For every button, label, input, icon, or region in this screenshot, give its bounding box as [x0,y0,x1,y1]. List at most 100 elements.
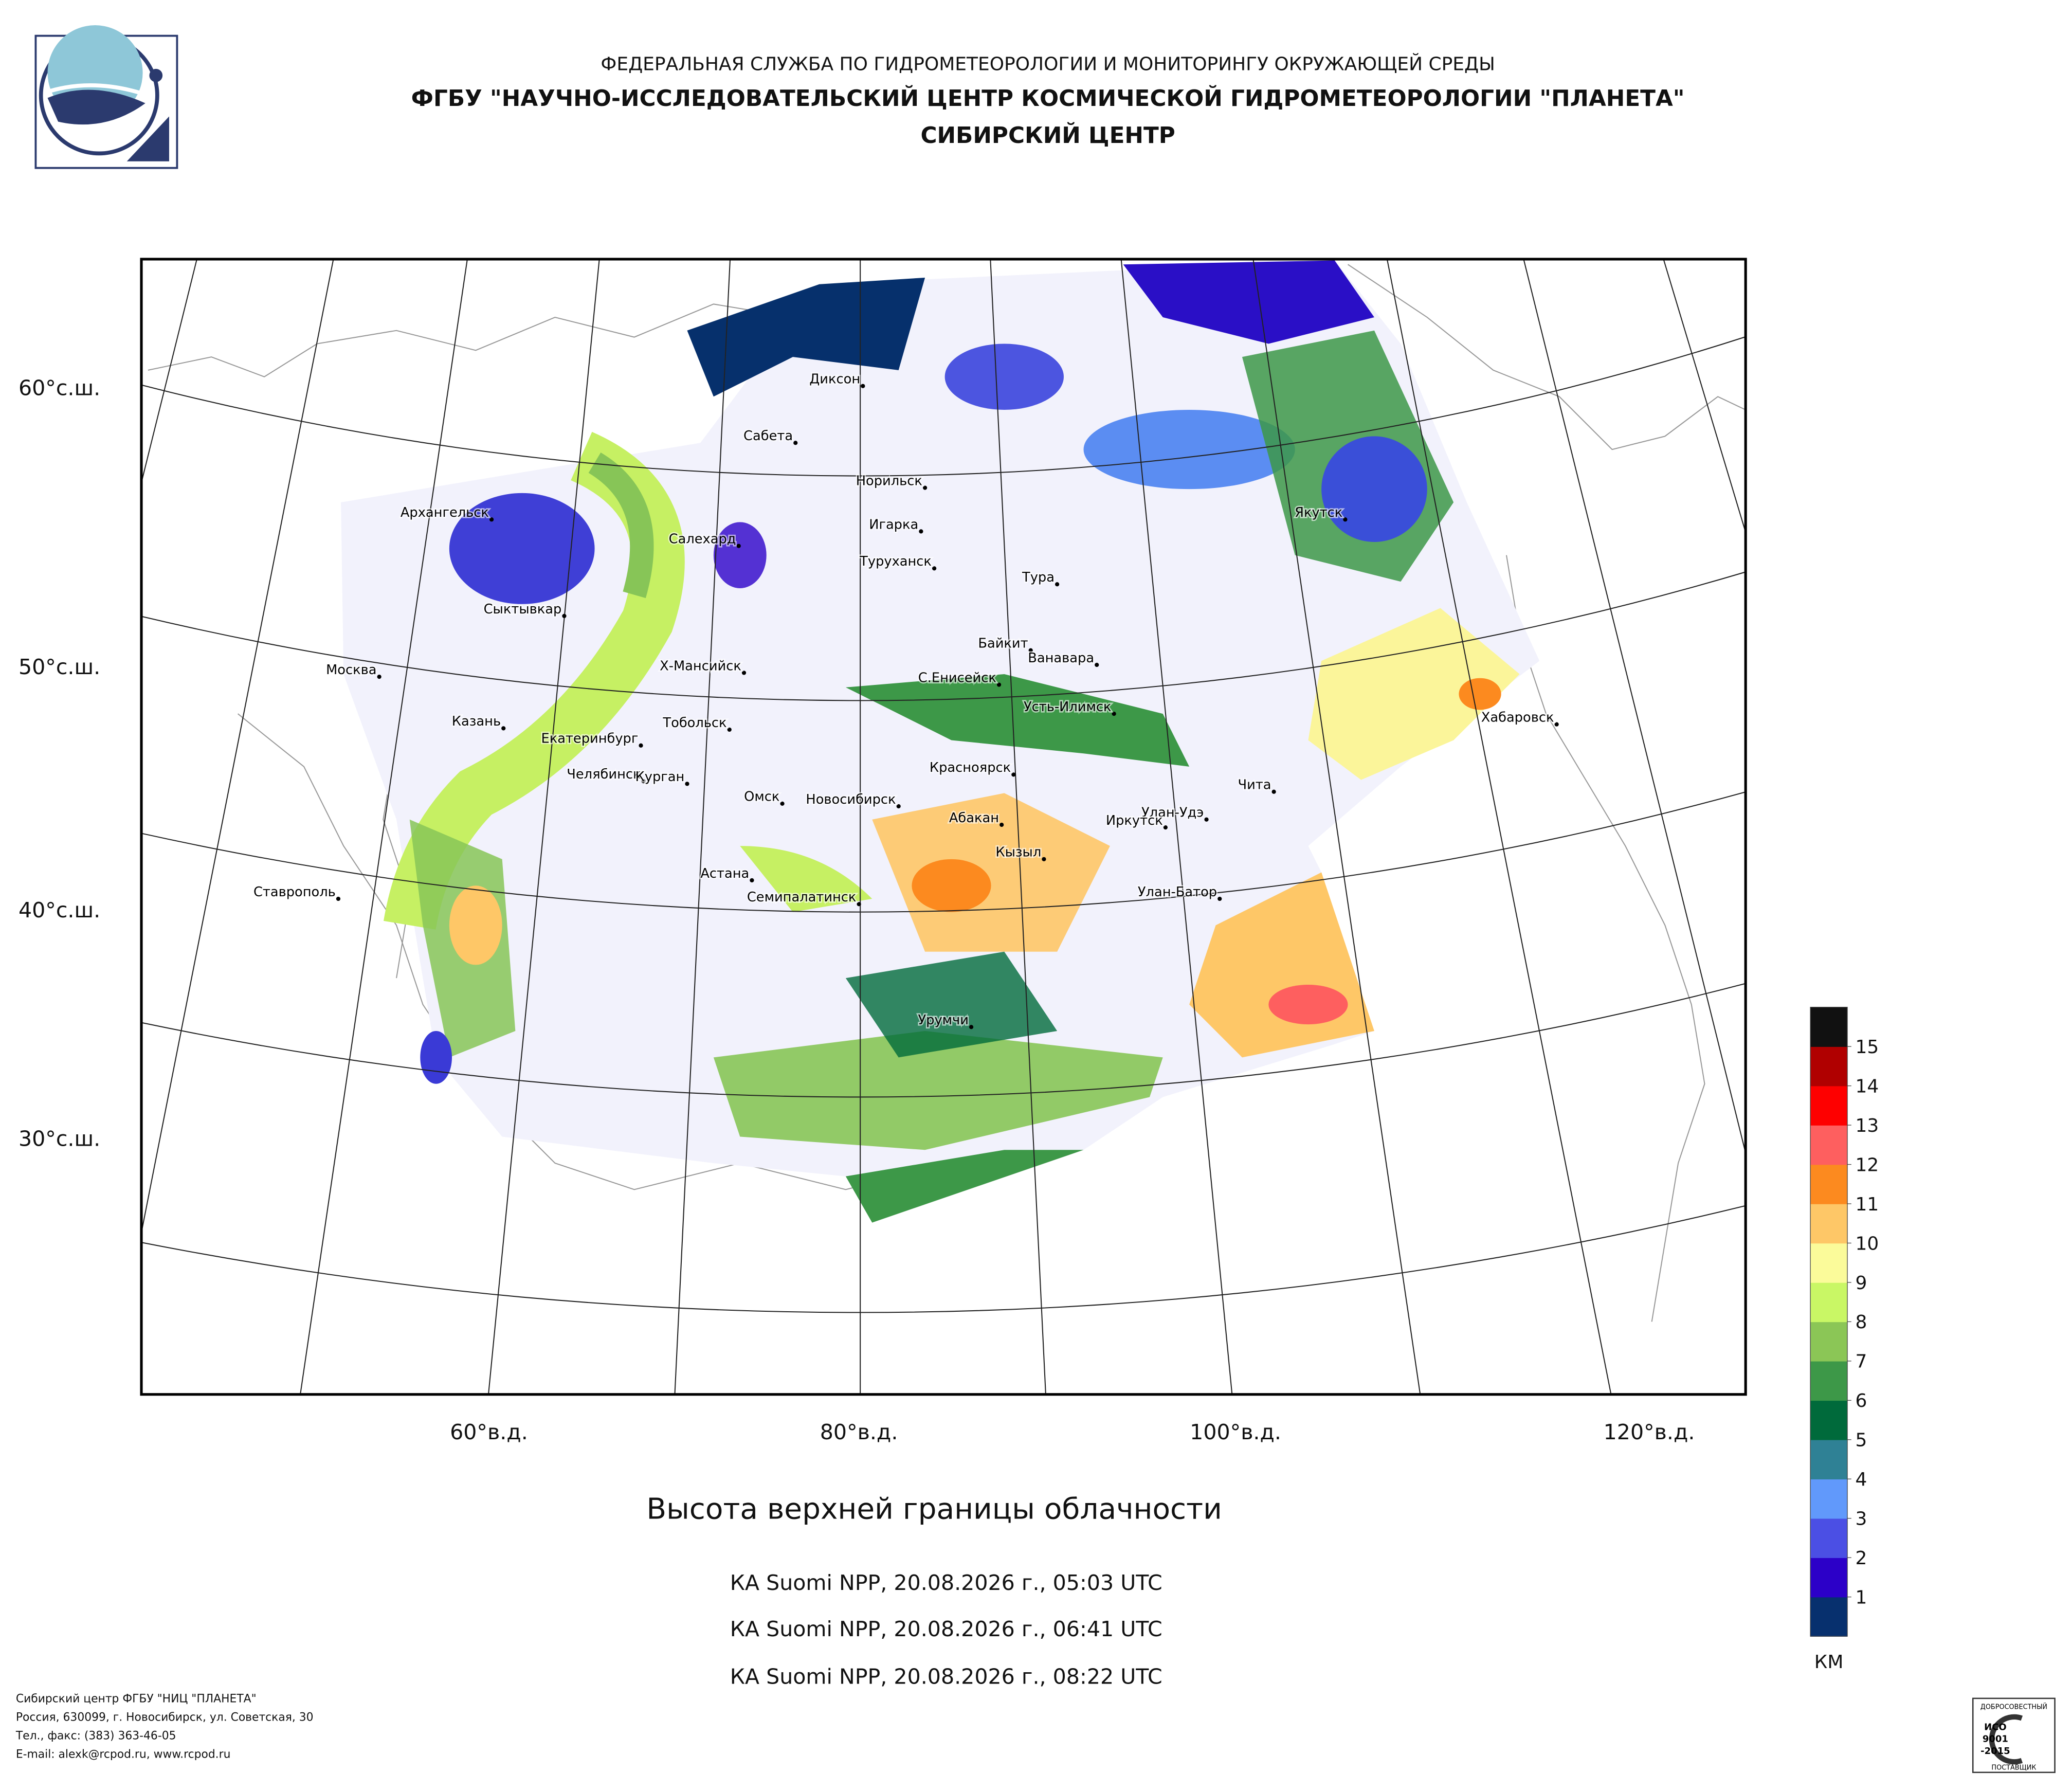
meridian [674,259,731,1395]
city-marker [727,727,732,732]
city-marker [501,726,506,731]
footer-line: Тел., факс: (383) 363-46-05 [15,1730,176,1743]
legend-tick-label: 2 [1855,1548,1867,1569]
cloud-imagery [341,260,1540,1223]
city-marker [1217,896,1222,901]
city-label: Архангельск [401,505,489,520]
meridian [990,259,1046,1395]
city-marker [336,896,341,901]
city-marker [1554,722,1559,727]
legend-swatch [1810,1322,1848,1362]
city-label: Новосибирск [806,792,896,807]
city-marker [1343,517,1348,522]
legend-tick-label: 8 [1855,1312,1867,1333]
meridian [1252,259,1421,1395]
legend-tick-label: 12 [1855,1154,1879,1175]
city-label: Тобольск [662,715,726,731]
legend-tick-label: 7 [1855,1351,1867,1372]
legend-swatch [1810,1439,1848,1479]
meridian [0,0,21,1574]
longitude-label: 80°в.д. [820,1420,898,1444]
city-label: Красноярск [930,760,1011,775]
legend-tick-label: 10 [1855,1233,1879,1254]
legend-swatch [1810,1046,1848,1087]
city-label: Урумчи [918,1012,969,1028]
pass-info: КА Suomi NPP, 20.08.2026 г., 05:03 UTC [730,1570,1162,1595]
city-label: Салехард [669,532,736,547]
city-marker [639,743,643,748]
meridian [141,259,334,1236]
meridian [1523,259,1746,1155]
city-marker [793,441,798,445]
meridian [0,0,137,1638]
city-label: Астана [700,866,749,881]
meridian [1386,259,1612,1395]
city-label: Байкит [978,636,1028,652]
legend-tick-label: 3 [1855,1509,1867,1530]
city-marker [736,544,741,548]
meridian [141,259,197,485]
city-marker [999,822,1004,827]
city-label: Москва [326,662,376,678]
city-label: Хабаровск [1481,710,1554,726]
city-marker [996,682,1002,687]
legend-tick-label: 11 [1855,1194,1879,1215]
city-label: Усть-Илимск [1024,699,1112,715]
legend-swatch [1810,1597,1848,1637]
city-marker [741,671,747,675]
city-layer: Диксон Сабета Норильск Архангельск Салехард И… [252,370,1559,1029]
city-marker [377,675,381,679]
cert-number: 9001 [1983,1734,2008,1745]
legend-swatch [1810,1479,1848,1519]
city-marker [780,801,785,806]
city-label: Туруханск [859,554,932,569]
city-label: Екатеринбург [541,731,638,747]
latitude-label: 30°с.ш. [19,1127,100,1151]
city-marker [861,384,865,388]
city-marker [1204,817,1209,822]
cert-bottom: ПОСТАВЩИК [1991,1764,2036,1772]
city-label: Сыктывкар [484,602,562,617]
city-label: Омск [744,789,779,805]
city-label: Игарка [869,517,918,532]
legend-unit: КМ [1814,1652,1844,1673]
city-marker [1028,648,1033,653]
legend-swatch [1810,1007,1848,1047]
city-marker [896,804,901,809]
legend-swatch [1810,1125,1848,1165]
city-marker [1112,711,1116,716]
city-label: Курган [635,769,685,785]
footer-line: E-mail: alexk@rcpod.ru, www.rcpod.ru [16,1748,231,1761]
city-label: Челябинск [567,767,641,782]
legend-swatch [1810,1558,1848,1598]
footer-line: Сибирский центр ФГБУ "НИЦ "ПЛАНЕТА" [16,1693,257,1706]
cert-standard: ИСО [1984,1722,2007,1733]
city-marker [857,902,861,907]
map-frame [140,258,1747,1396]
city-marker [1163,825,1168,830]
caption-title: Высота верхней границы облачности [646,1492,1222,1526]
city-marker [641,779,646,784]
meridian [1120,259,1233,1395]
certificate: ДОБРОСОВЕСТНЫЙ ИСО 9001 -2015 ПОСТАВЩИК [1972,1697,2056,1774]
legend-swatch [1810,1282,1848,1323]
city-label: Казань [452,714,501,729]
city-marker [1042,857,1046,861]
city-label: Чита [1238,777,1271,793]
meridian [1700,0,2072,1574]
city-marker [489,517,494,522]
cert-year: -2015 [1980,1746,2010,1757]
city-label: Х-Мансийск [660,658,741,674]
legend-tick-label: 14 [1855,1076,1879,1097]
city-label: Ставрополь [253,884,336,900]
city-marker [919,529,923,534]
header-agency: ФЕДЕРАЛЬНАЯ СЛУЖБА ПО ГИДРОМЕТЕОРОЛОГИИ … [601,53,1495,75]
city-label: Норильск [856,473,922,489]
city-marker [685,782,689,786]
footer-line: Россия, 630099, г. Новосибирск, ул. Сове… [16,1711,314,1724]
logo [34,25,178,169]
